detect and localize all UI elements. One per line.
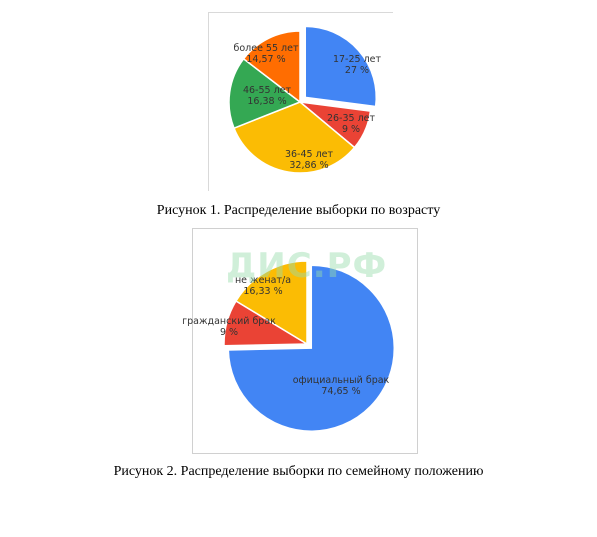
slice-value-17-25-лет: 27 % (345, 65, 369, 76)
pie-slice-не-женат-а (234, 260, 308, 346)
watermark-logo: ДИС.РФ (226, 246, 388, 286)
pie-slice-17-25-лет (304, 25, 377, 108)
slice-label-17-25-лет: 17-25 лет (333, 54, 382, 65)
slice-label-46-55-лет: 46-55 лет (243, 85, 292, 96)
slice-value-46-55-лет: 16,38 % (247, 96, 286, 107)
slice-value-26-35-лет: 9 % (342, 124, 360, 135)
slice-value-36-45-лет: 32,86 % (289, 160, 328, 171)
figure-2-caption: Рисунок 2. Распределение выборки по семе… (113, 464, 484, 479)
slice-value-более-55-лет: 14,57 % (246, 54, 285, 65)
pie-slice-официальный-брак (227, 264, 395, 432)
figure-1-caption: Рисунок 1. Распределение выборки по возр… (156, 203, 441, 218)
slice-label-26-35-лет: 26-35 лет (327, 113, 376, 124)
slice-value-официальный-брак: 74,65 % (321, 386, 360, 397)
pie-slice-более-55-лет (242, 30, 301, 104)
slice-value-гражданский-брак: 9 % (220, 327, 238, 338)
pie-slice-36-45-лет (233, 101, 356, 174)
slice-label-официальный-брак: официальный брак (293, 375, 390, 386)
slice-label-36-45-лет: 36-45 лет (285, 149, 334, 160)
slice-label-не-женат-а: не женат/а (235, 275, 291, 286)
slice-label-гражданский-брак: гражданский брак (182, 316, 276, 327)
marital-pie-chart: официальный брак 74,65 % гражданский брак 9… (182, 228, 418, 454)
slice-value-не-женат-а: 16,33 % (243, 286, 282, 297)
pie-slice-46-55-лет (228, 57, 302, 130)
slice-label-более-55-лет: более 55 лет (233, 43, 298, 54)
age-pie-chart: 17-25 лет 27 % 26-35 лет 9 % 36-45 лет 32,86 … (208, 12, 393, 191)
